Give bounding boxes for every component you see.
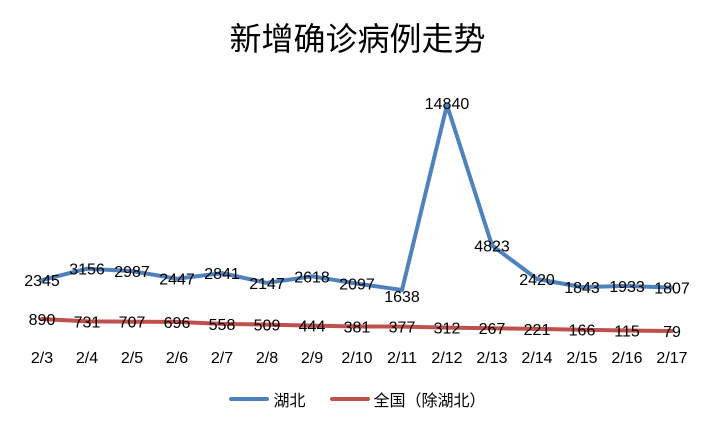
data-label: 312 xyxy=(434,321,461,338)
x-tick-label: 2/8 xyxy=(256,350,278,367)
legend-label: 全国（除湖北） xyxy=(373,391,486,410)
x-tick-label: 2/15 xyxy=(566,350,597,367)
legend-item-national-excl-hubei[interactable]: 全国（除湖北） xyxy=(329,387,486,411)
data-label: 707 xyxy=(119,315,146,332)
x-tick-label: 2/9 xyxy=(301,350,323,367)
data-label: 115 xyxy=(614,324,640,341)
series-line-hubei xyxy=(40,103,674,292)
data-label: 1638 xyxy=(384,289,420,306)
data-label: 1807 xyxy=(654,281,690,298)
x-tick-label: 2/16 xyxy=(611,350,642,367)
data-label: 166 xyxy=(569,323,596,340)
data-label: 509 xyxy=(254,318,281,335)
x-tick-label: 2/3 xyxy=(31,350,53,367)
data-label: 1843 xyxy=(564,280,600,297)
data-label: 444 xyxy=(299,319,326,336)
data-label: 79 xyxy=(663,324,681,341)
data-label: 558 xyxy=(209,317,236,334)
data-label: 2147 xyxy=(249,276,285,293)
data-label: 377 xyxy=(389,320,416,337)
data-label: 1933 xyxy=(609,279,645,296)
data-label: 14840 xyxy=(425,96,470,113)
data-label: 2618 xyxy=(294,269,330,286)
legend-item-hubei[interactable]: 湖北 xyxy=(229,387,306,411)
x-tick-label: 2/12 xyxy=(431,350,462,367)
legend-swatch-blue xyxy=(229,397,270,401)
data-label: 381 xyxy=(344,320,371,337)
x-tick-label: 2/4 xyxy=(76,350,98,367)
data-label: 2420 xyxy=(519,272,555,289)
x-tick-label: 2/6 xyxy=(166,350,188,367)
data-label: 731 xyxy=(74,314,101,331)
data-label: 221 xyxy=(524,322,551,339)
data-label: 2447 xyxy=(159,272,195,289)
x-tick-label: 2/13 xyxy=(476,350,507,367)
x-tick-label: 2/5 xyxy=(121,350,143,367)
chart-legend: 湖北 全国（除湖北） xyxy=(0,387,715,411)
chart-title: 新增确诊病例走势 xyxy=(229,20,486,58)
legend-label: 湖北 xyxy=(273,391,306,410)
data-label: 2987 xyxy=(114,264,150,281)
data-label: 267 xyxy=(479,321,506,338)
data-label: 3156 xyxy=(69,262,105,279)
x-tick-label: 2/14 xyxy=(521,350,552,367)
series-line-national xyxy=(40,317,674,333)
data-label: 4823 xyxy=(474,238,510,255)
data-label: 696 xyxy=(164,315,191,332)
data-label: 2097 xyxy=(339,277,375,294)
data-label: 2345 xyxy=(24,273,60,290)
data-label: 890 xyxy=(29,312,56,329)
x-tick-label: 2/10 xyxy=(341,350,372,367)
data-label: 2841 xyxy=(204,266,240,283)
x-tick-label: 2/17 xyxy=(656,350,687,367)
legend-swatch-red xyxy=(329,397,370,401)
x-tick-label: 2/11 xyxy=(387,350,417,367)
x-tick-label: 2/7 xyxy=(211,350,233,367)
